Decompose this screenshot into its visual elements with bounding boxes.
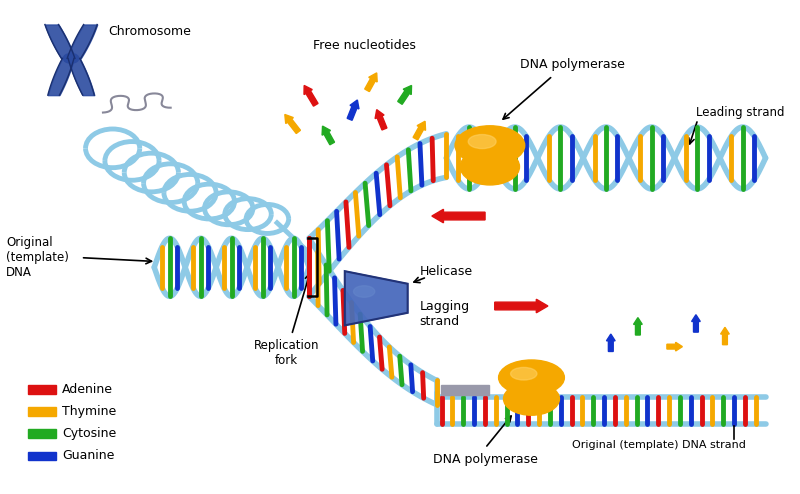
Text: Original (template) DNA strand: Original (template) DNA strand bbox=[572, 441, 746, 451]
FancyArrow shape bbox=[634, 318, 642, 335]
Text: Helicase: Helicase bbox=[419, 265, 472, 278]
FancyArrow shape bbox=[285, 115, 301, 133]
FancyArrow shape bbox=[721, 328, 730, 345]
Text: DNA polymerase: DNA polymerase bbox=[520, 58, 625, 71]
Text: Guanine: Guanine bbox=[62, 450, 114, 462]
Text: Original
(template)
DNA: Original (template) DNA bbox=[6, 236, 69, 279]
Ellipse shape bbox=[354, 286, 374, 297]
FancyArrow shape bbox=[347, 100, 359, 121]
Ellipse shape bbox=[510, 368, 537, 380]
FancyArrow shape bbox=[29, 452, 55, 460]
FancyArrow shape bbox=[667, 342, 682, 351]
Text: Cytosine: Cytosine bbox=[62, 427, 117, 440]
FancyArrow shape bbox=[691, 315, 700, 332]
FancyArrow shape bbox=[432, 209, 485, 223]
FancyArrow shape bbox=[375, 110, 387, 130]
Text: DNA polymerase: DNA polymerase bbox=[433, 453, 538, 466]
FancyArrow shape bbox=[494, 299, 548, 313]
Text: Chromosome: Chromosome bbox=[108, 26, 190, 39]
Text: Lagging
strand: Lagging strand bbox=[419, 300, 470, 328]
FancyArrow shape bbox=[413, 121, 426, 140]
Ellipse shape bbox=[498, 360, 564, 395]
FancyArrow shape bbox=[29, 429, 55, 438]
FancyArrow shape bbox=[322, 126, 334, 145]
FancyArrow shape bbox=[365, 73, 377, 91]
Text: Thymine: Thymine bbox=[62, 405, 117, 418]
FancyArrow shape bbox=[29, 385, 55, 394]
Text: Free nucleotides: Free nucleotides bbox=[313, 39, 415, 51]
Text: Leading strand: Leading strand bbox=[696, 106, 785, 119]
Ellipse shape bbox=[468, 134, 496, 149]
Ellipse shape bbox=[503, 382, 559, 415]
Ellipse shape bbox=[63, 53, 78, 63]
Ellipse shape bbox=[455, 126, 525, 165]
Ellipse shape bbox=[460, 149, 519, 185]
FancyArrow shape bbox=[29, 407, 55, 416]
FancyArrow shape bbox=[304, 85, 318, 106]
FancyArrow shape bbox=[398, 85, 411, 104]
Bar bbox=[441, 385, 489, 395]
FancyArrow shape bbox=[606, 334, 615, 351]
Polygon shape bbox=[345, 271, 408, 326]
Text: Replication
fork: Replication fork bbox=[254, 339, 319, 367]
Text: Adenine: Adenine bbox=[62, 383, 114, 396]
